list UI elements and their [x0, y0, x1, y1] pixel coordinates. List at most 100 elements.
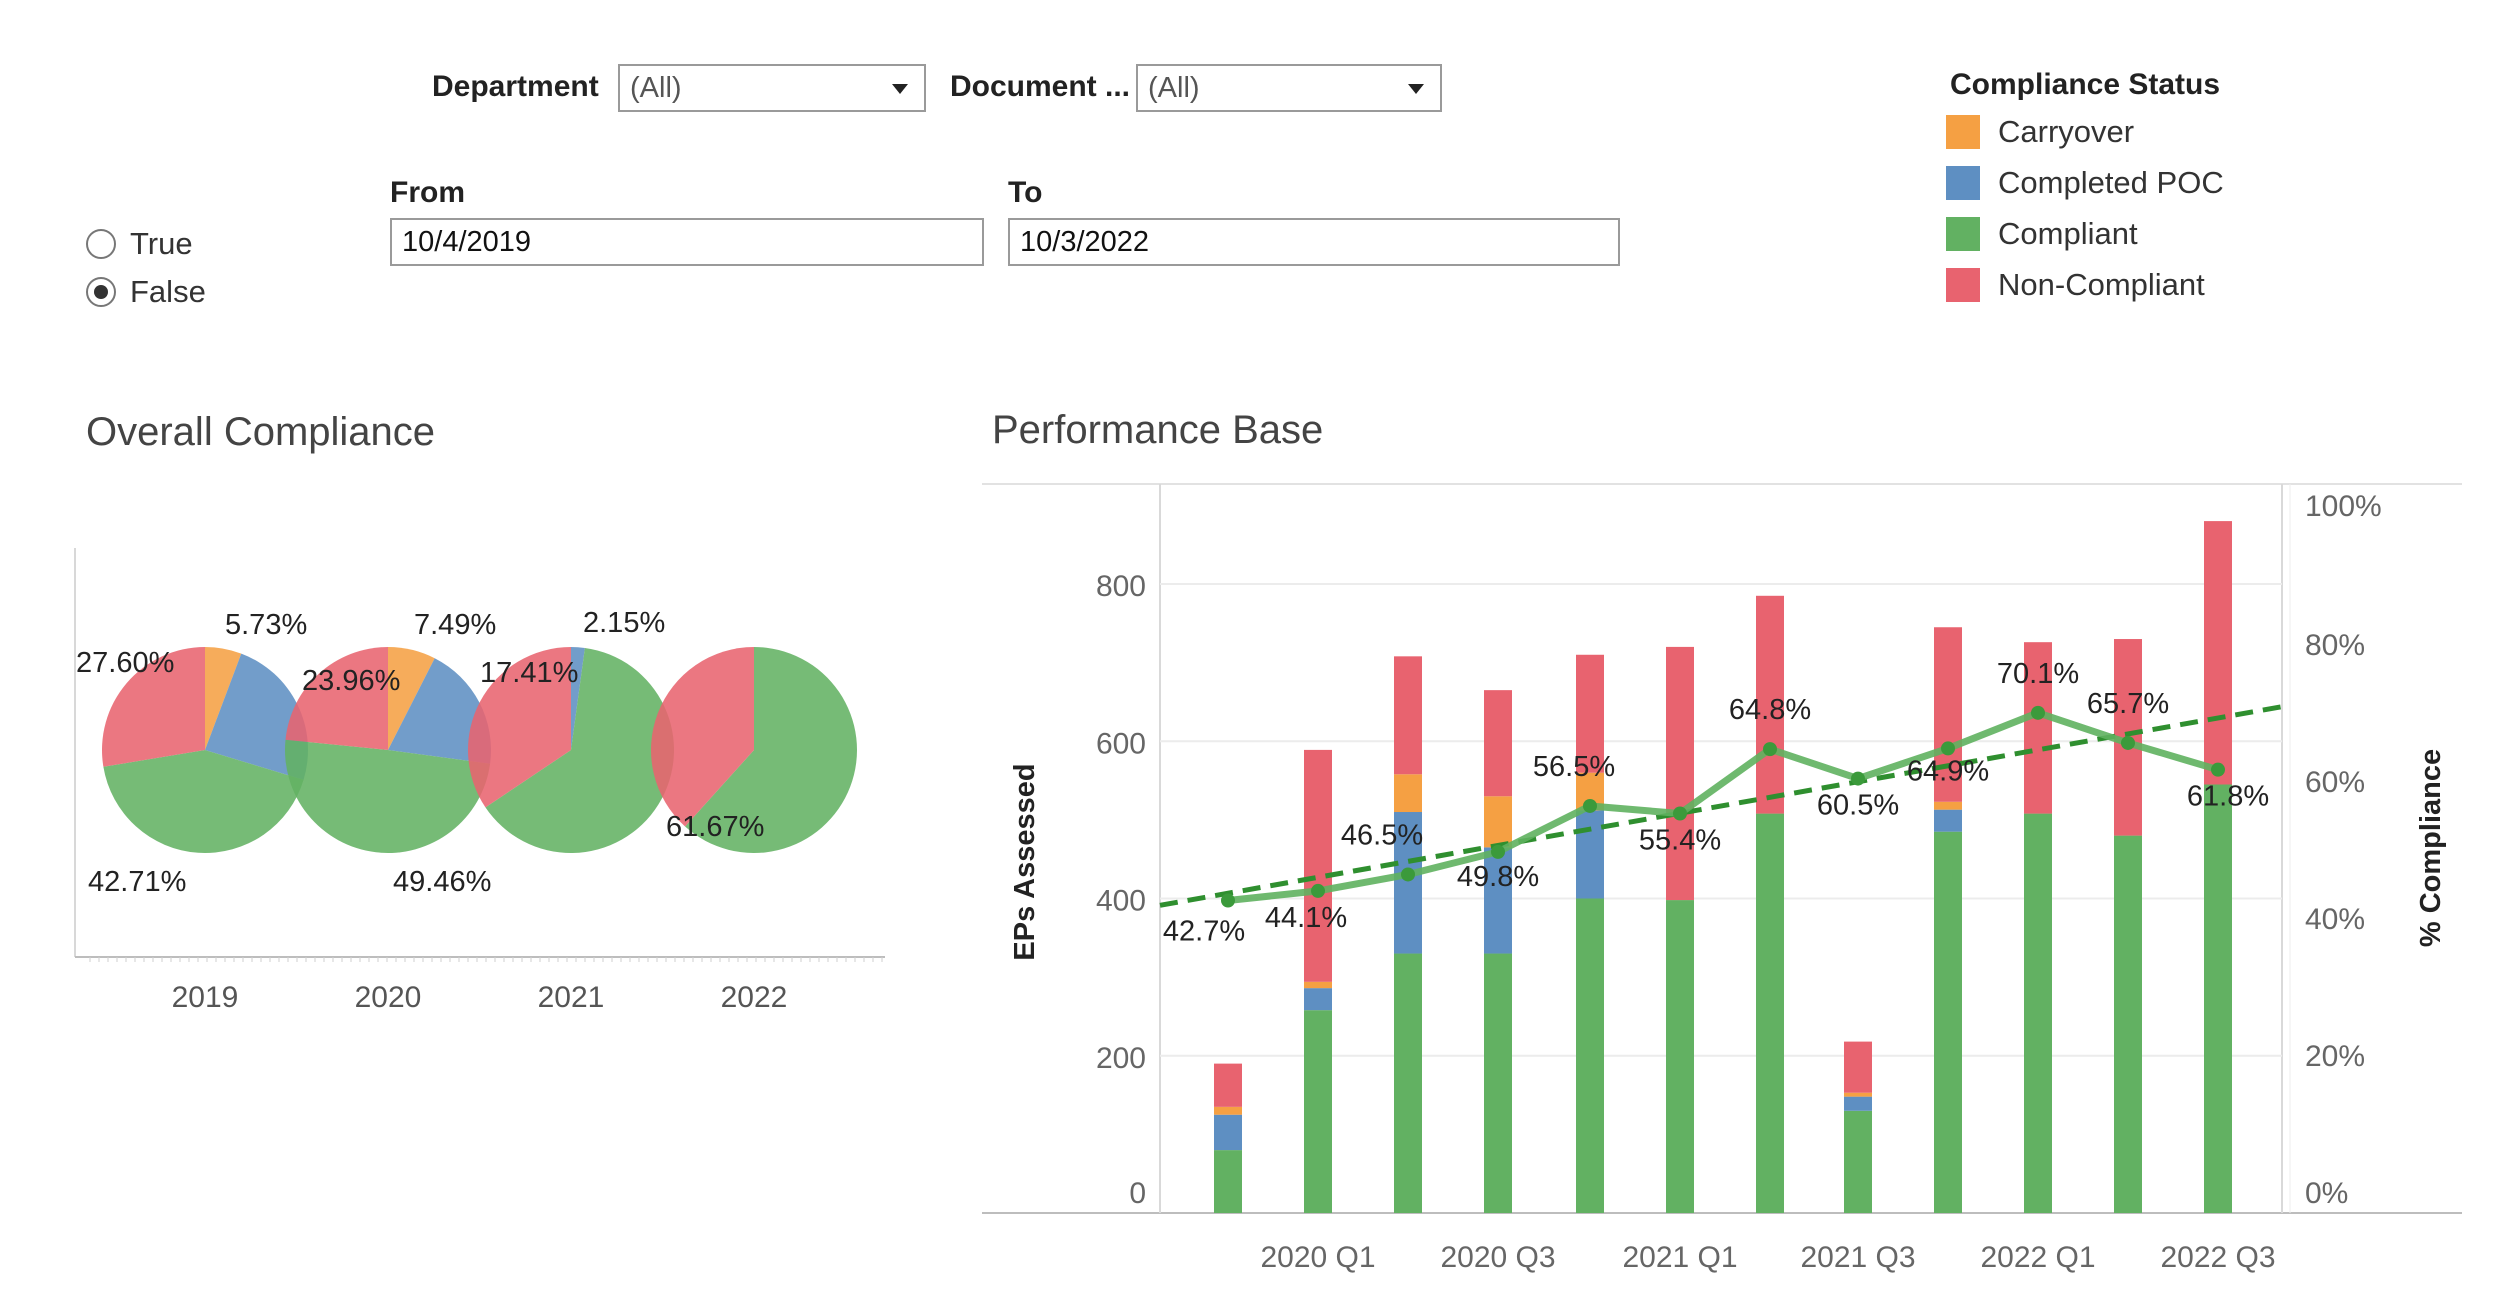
- pct-data-label: 70.1%: [1997, 658, 2079, 690]
- bar-compliant: [1394, 953, 1422, 1213]
- bar-non-compliant: [1214, 1063, 1242, 1107]
- to-label: To: [1008, 176, 1043, 209]
- bar-compliant: [1844, 1110, 1872, 1213]
- legend-title: Compliance Status: [1950, 68, 2221, 101]
- legend-item-non-compliant[interactable]: Non-Compliant: [1946, 259, 2224, 310]
- pie-label: 42.71%: [88, 866, 186, 898]
- y2-tick-label: 0%: [2305, 1177, 2348, 1210]
- to-date-value: 10/3/2022: [1020, 225, 1150, 258]
- x-tick-label: 2021 Q1: [1622, 1241, 1737, 1274]
- pie-slice-compliant: [285, 739, 491, 853]
- bar-compliant: [1666, 900, 1694, 1213]
- legend-swatch: [1946, 165, 1980, 200]
- bar-carryover: [1484, 796, 1512, 848]
- pie-year-label: 2020: [355, 981, 422, 1014]
- pie-slice-completed-poc: [571, 647, 585, 750]
- pie-slice-compliant: [685, 647, 858, 853]
- pie-slice-carryover: [388, 647, 435, 750]
- pct-data-label: 64.8%: [1729, 694, 1811, 726]
- bar-non-compliant: [2024, 642, 2052, 814]
- radio-true-label: True: [130, 226, 193, 261]
- compliance-point: [1851, 771, 1865, 786]
- bar-carryover: [1844, 1092, 1872, 1097]
- x-tick-label: 2021 Q3: [1800, 1241, 1915, 1274]
- pie-label: 2.15%: [583, 607, 665, 639]
- compliance-point: [1491, 844, 1505, 859]
- radio-false[interactable]: False: [86, 274, 206, 310]
- bar-compliant: [1214, 1150, 1242, 1213]
- pie-slice-completed-poc: [205, 653, 309, 780]
- compliance-point: [2211, 762, 2225, 777]
- bar-completed-poc: [1576, 810, 1604, 899]
- pie-year-label: 2019: [172, 981, 239, 1014]
- from-date-input[interactable]: 10/4/2019: [390, 218, 984, 266]
- pie-slice-carryover: [205, 647, 242, 750]
- to-date-input[interactable]: 10/3/2022: [1008, 218, 1620, 266]
- bar-compliant: [1576, 898, 1604, 1213]
- legend-label: Non-Compliant: [1998, 266, 2205, 302]
- x-tick-label: 2022 Q3: [2160, 1241, 2275, 1274]
- bar-non-compliant: [1666, 646, 1694, 901]
- pct-data-label: 60.5%: [1817, 790, 1899, 822]
- y2-tick-label: 80%: [2305, 629, 2365, 662]
- legend: Compliance Status Carryover Completed PO…: [1946, 68, 2224, 310]
- pie-label: 17.41%: [480, 657, 578, 689]
- compliance-point: [1311, 883, 1325, 898]
- legend-label: Compliant: [1998, 215, 2138, 251]
- performance-base-title: Performance Base: [992, 408, 1324, 452]
- y-tick-label: 0: [1129, 1177, 1146, 1210]
- bar-compliant: [2114, 835, 2142, 1213]
- pie-slice-compliant: [485, 647, 674, 853]
- bar-completed-poc: [1304, 988, 1332, 1011]
- bar-non-compliant: [1576, 654, 1604, 773]
- legend-item-carryover[interactable]: Carryover: [1946, 106, 2224, 157]
- bar-compliant: [1756, 813, 1784, 1213]
- bar-compliant: [1484, 953, 1512, 1213]
- from-label: From: [390, 176, 465, 209]
- pie-2021: [467, 647, 674, 853]
- radio-true[interactable]: True: [86, 226, 193, 262]
- y2-tick-label: 100%: [2305, 490, 2382, 523]
- department-value: (All): [630, 71, 682, 104]
- document-dropdown[interactable]: (All): [1136, 64, 1442, 112]
- bar-completed-poc: [1394, 812, 1422, 954]
- document-label: Document ...: [950, 70, 1131, 103]
- x-tick-label: 2022 Q1: [1980, 1241, 2095, 1274]
- x-tick-label: 2020 Q3: [1440, 1241, 1555, 1274]
- bar-compliant: [2024, 813, 2052, 1213]
- pie-year-label: 2022: [721, 981, 788, 1014]
- bar-carryover: [1934, 801, 1962, 810]
- department-dropdown[interactable]: (All): [618, 64, 926, 112]
- legend-item-compliant[interactable]: Compliant: [1946, 208, 2224, 259]
- bar-non-compliant: [1394, 656, 1422, 775]
- bar-compliant: [1304, 1010, 1332, 1213]
- pct-data-label: 55.4%: [1639, 825, 1721, 857]
- pct-data-label: 65.7%: [2087, 688, 2169, 720]
- pct-data-label: 56.5%: [1533, 751, 1615, 783]
- bar-compliant: [2204, 784, 2232, 1213]
- y-tick-label: 400: [1096, 885, 1146, 918]
- bar-completed-poc: [1844, 1096, 1872, 1111]
- y2-axis-title: % Compliance: [2415, 749, 2447, 947]
- pie-2022: [651, 647, 858, 853]
- y-tick-label: 800: [1096, 570, 1146, 603]
- pie-year-label: 2021: [538, 981, 605, 1014]
- pct-data-label: 61.8%: [2187, 781, 2269, 813]
- bar-non-compliant: [1756, 595, 1784, 814]
- pie-label: 23.96%: [302, 665, 400, 697]
- from-date-value: 10/4/2019: [402, 225, 532, 258]
- compliance-point: [1763, 742, 1777, 757]
- pie-label: 27.60%: [76, 647, 174, 679]
- x-tick-label: 2020 Q1: [1260, 1241, 1375, 1274]
- pct-data-label: 64.9%: [1907, 755, 1989, 787]
- bar-carryover: [1214, 1106, 1242, 1115]
- bar-carryover: [1304, 981, 1332, 989]
- legend-item-completed-poc[interactable]: Completed POC: [1946, 157, 2224, 208]
- compliance-point: [2121, 735, 2135, 750]
- document-value: (All): [1148, 71, 1200, 104]
- pct-data-label: 49.8%: [1457, 861, 1539, 893]
- pie-slice-non-compliant: [467, 647, 571, 808]
- bar-completed-poc: [1484, 847, 1512, 954]
- bar-non-compliant: [2204, 521, 2232, 785]
